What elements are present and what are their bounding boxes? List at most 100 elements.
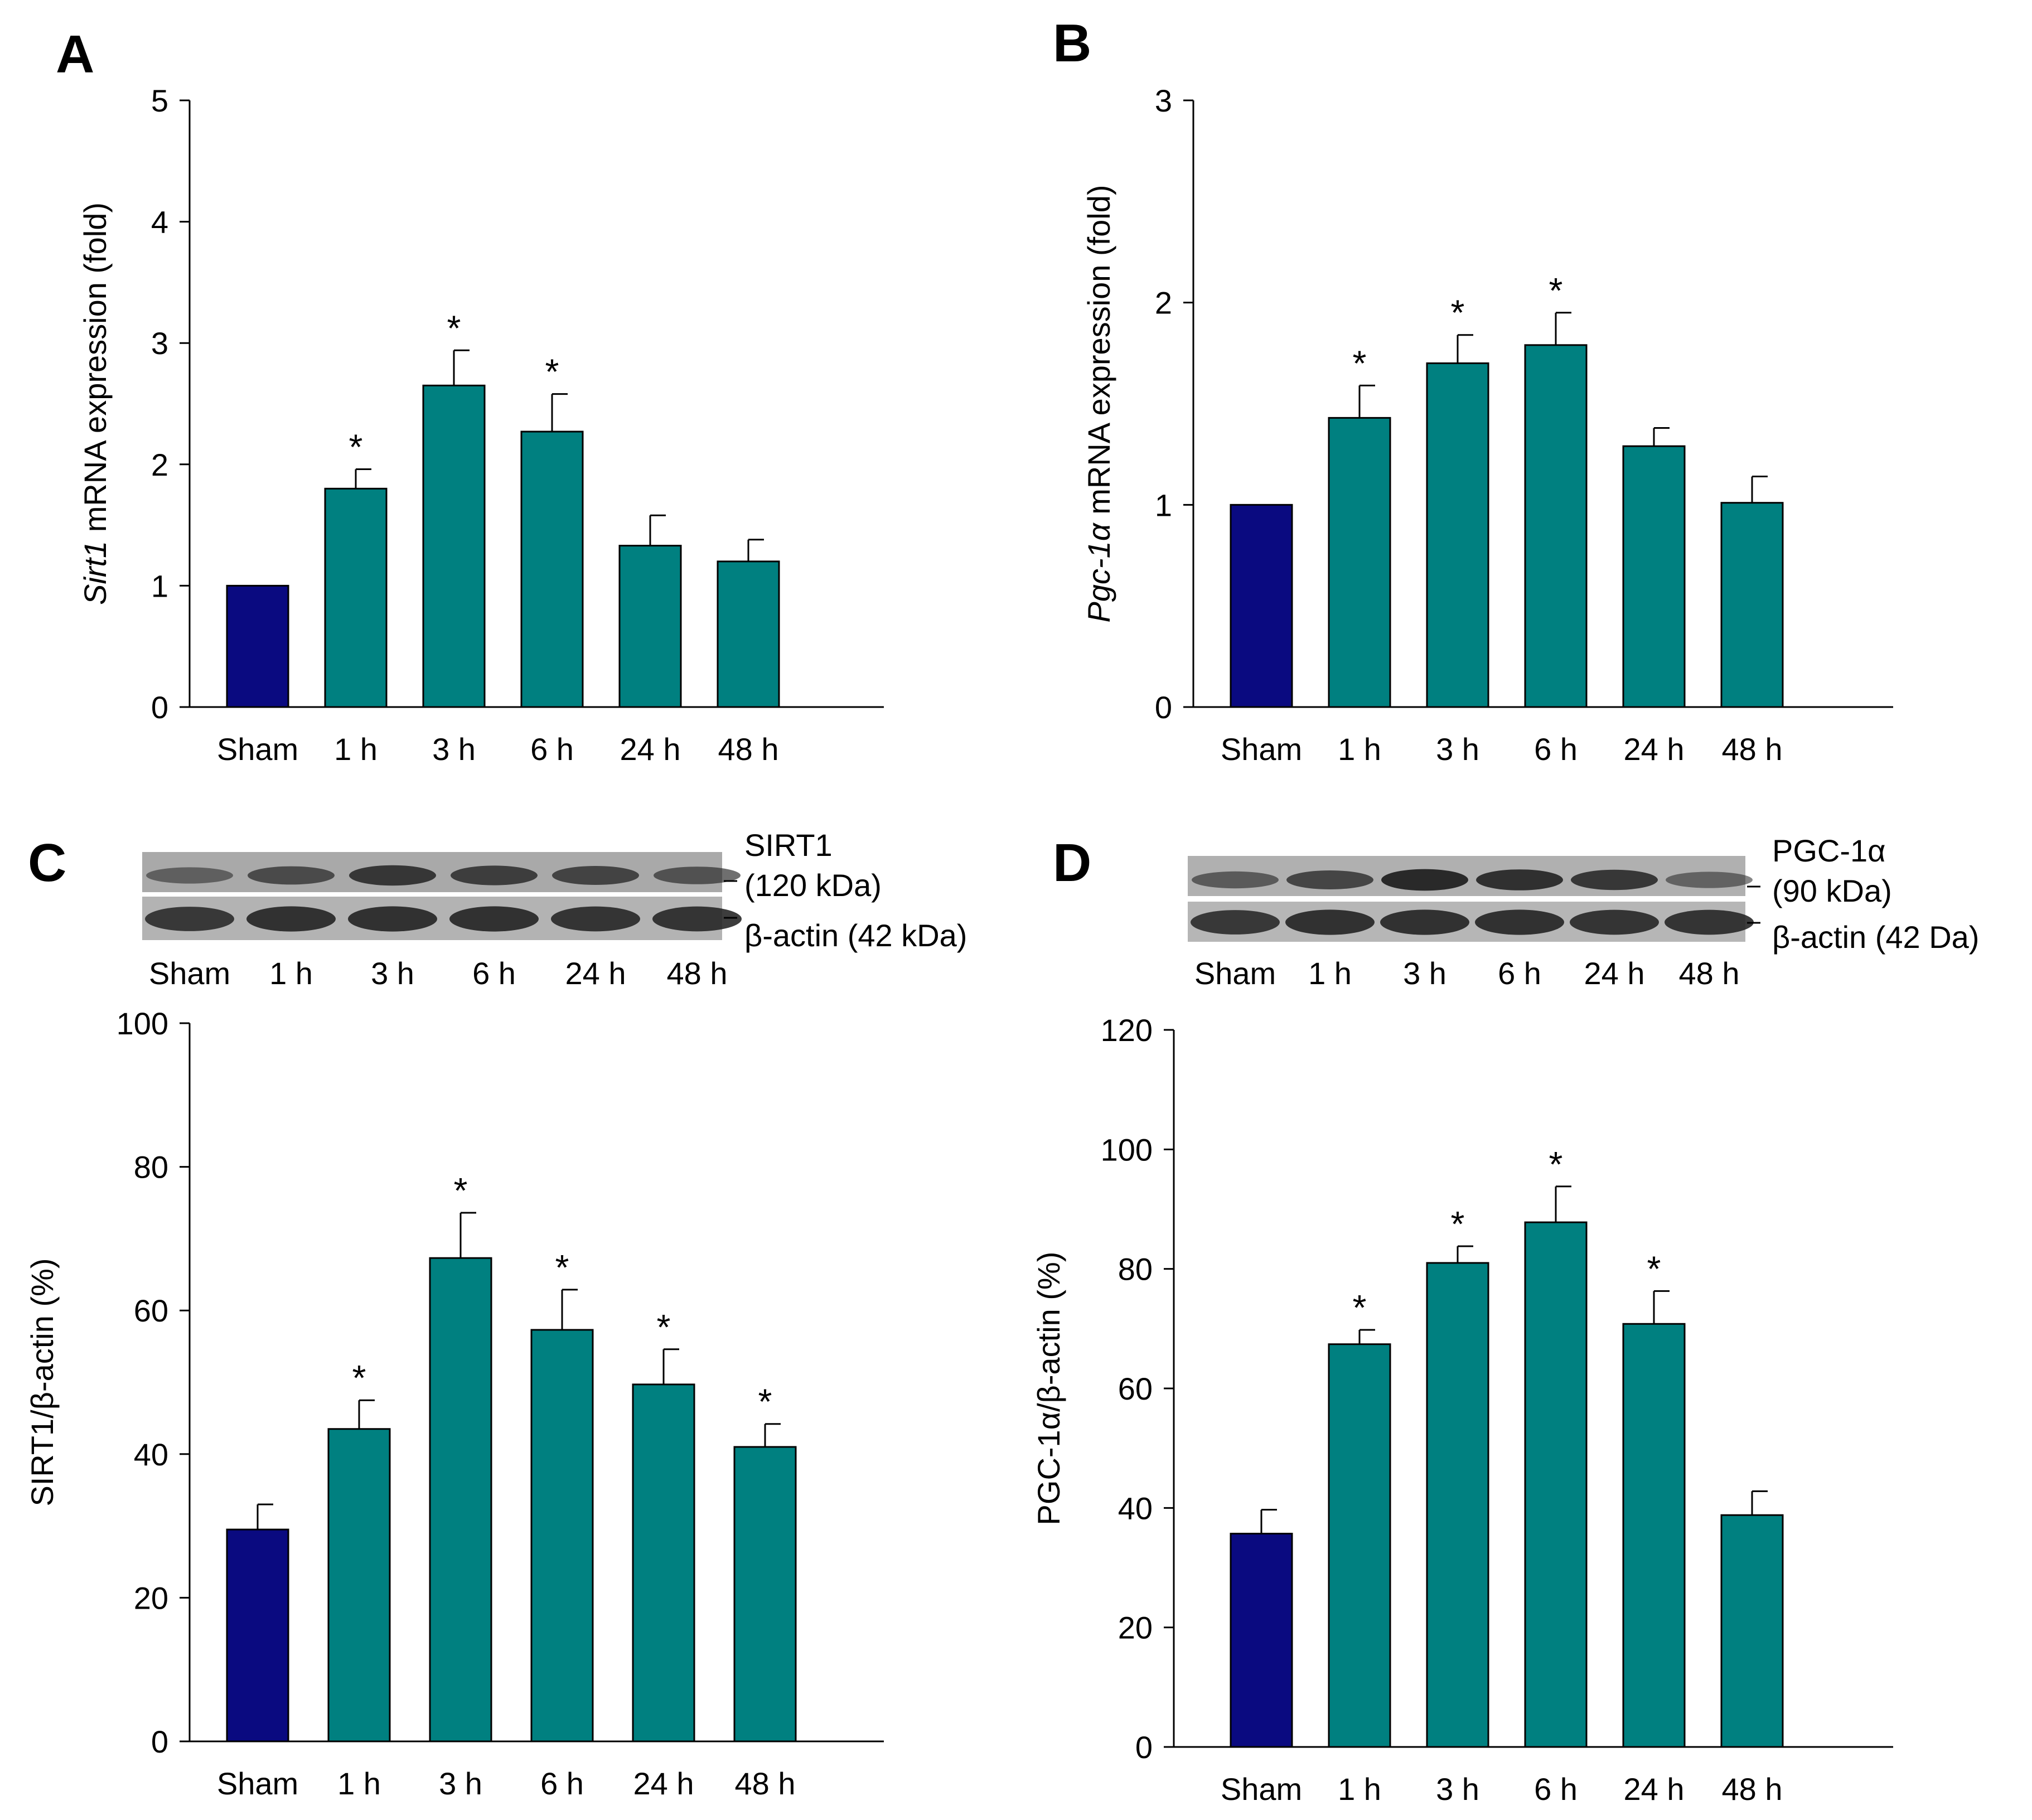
- significance-marker: *: [1451, 293, 1465, 333]
- y-tick-label: 120: [1101, 1013, 1153, 1048]
- panel-label-a: A: [56, 25, 94, 84]
- y-tick-label: 20: [134, 1580, 168, 1615]
- y-axis-title: Pgc-1α mRNA expression (fold): [1081, 185, 1116, 622]
- x-tick-label: 6 h: [530, 732, 574, 767]
- blot-target-label: PGC-1α: [1772, 833, 1886, 868]
- blot-control-label: β-actin (42 Da): [1772, 919, 1979, 955]
- blot-band-target: [1286, 870, 1373, 889]
- x-tick-label: 48 h: [718, 732, 779, 767]
- significance-marker: *: [1353, 1287, 1367, 1328]
- significance-marker: *: [545, 352, 559, 392]
- x-tick-label: 1 h: [1338, 1771, 1381, 1807]
- blot-band-target: [1192, 871, 1279, 889]
- x-tick-label: 6 h: [1534, 1771, 1578, 1807]
- western-blot-sirt1: SIRT1 (120 kDa) β-actin (42 kDa) Sham 1 h…: [142, 827, 967, 991]
- blot-band-actin: [1380, 909, 1469, 935]
- bar: [1230, 504, 1293, 708]
- y-tick-label: 80: [134, 1150, 168, 1185]
- x-tick-label: 48 h: [1722, 1771, 1783, 1807]
- chart-c-sirt1-protein: 0 20 40 60 80 100 SIRT1/β-actin (%) Sham * 1 h * 3 …: [25, 1006, 884, 1801]
- chart-d-pgc1a-protein: 0 20 40 60 80 100 120 PGC-1α/β-actin (%) Sham * 1 …: [1031, 1013, 1893, 1807]
- bar: [1622, 445, 1686, 708]
- blot-band-actin: [246, 906, 336, 932]
- bar: [733, 1446, 797, 1742]
- x-tick-label: 48 h: [1722, 732, 1783, 767]
- blot-band-actin: [1285, 909, 1375, 935]
- y-tick-label: 0: [1135, 1730, 1153, 1765]
- bar: [1622, 1323, 1686, 1748]
- chart-b-pgc1a-mrna: 0 1 2 3 Pgc-1α mRNA expression (fold) Sham * 1 …: [1081, 83, 1893, 767]
- significance-marker: *: [657, 1307, 671, 1347]
- bar: [422, 384, 486, 708]
- blot-band-target: [1571, 869, 1658, 890]
- bar: [1720, 1514, 1784, 1748]
- blot-lane-label: Sham: [1194, 956, 1276, 991]
- blot-band-target: [349, 865, 436, 886]
- y-tick-label: 2: [1155, 285, 1172, 321]
- y-axis-title-text: mRNA expression (fold): [1081, 185, 1116, 523]
- blot-lane-labels: Sham 1 h 3 h 6 h 24 h 48 h: [1194, 956, 1740, 991]
- y-axis-title: SIRT1/β-actin (%): [25, 1258, 60, 1506]
- significance-marker: *: [1647, 1248, 1661, 1289]
- x-tick-label: 3 h: [432, 732, 476, 767]
- y-axis-title-text: SIRT1/β-actin (%): [25, 1258, 60, 1506]
- blot-band-actin: [551, 906, 640, 932]
- bar: [717, 560, 780, 708]
- bar: [1524, 344, 1588, 708]
- y-tick-label: 3: [1155, 83, 1172, 118]
- x-tick-label: 3 h: [1436, 732, 1479, 767]
- y-axis-title: Sirt1 mRNA expression (fold): [78, 202, 113, 605]
- y-tick-label: 60: [134, 1293, 168, 1328]
- x-tick-label: 24 h: [633, 1766, 694, 1801]
- x-tick-label: 6 h: [540, 1766, 584, 1801]
- blot-bands: [145, 865, 742, 932]
- significance-marker: *: [454, 1170, 468, 1211]
- blot-band-target: [146, 867, 233, 884]
- x-tick-label: Sham: [217, 1766, 298, 1801]
- y-tick-label: 2: [151, 447, 168, 482]
- bar: [1426, 362, 1489, 708]
- blot-lane-label: Sham: [149, 956, 230, 991]
- blot-band-actin: [1570, 909, 1659, 935]
- chart-a-sirt1-mrna: 0 1 2 3 4 5 Sirt1 mRNA expression (fold) Sham * 1…: [78, 83, 884, 767]
- bar: [1328, 1343, 1391, 1748]
- significance-marker: *: [447, 308, 461, 348]
- blot-band-actin: [652, 906, 742, 932]
- significance-marker: *: [1549, 1144, 1563, 1184]
- blot-control-label: β-actin (42 kDa): [744, 918, 967, 953]
- blot-band-actin: [145, 907, 234, 931]
- bar: [632, 1383, 695, 1742]
- blot-lane-label: 48 h: [1679, 956, 1740, 991]
- bar: [226, 584, 289, 708]
- blot-lane-label: 6 h: [1498, 956, 1541, 991]
- blot-band-actin: [1475, 909, 1564, 935]
- x-tick-label: 1 h: [334, 732, 378, 767]
- blot-target-size: (90 kDa): [1772, 873, 1892, 908]
- blot-lane-label: 48 h: [667, 956, 728, 991]
- bar: [1230, 1532, 1293, 1748]
- significance-marker: *: [349, 427, 363, 467]
- blot-band-target: [451, 865, 538, 885]
- x-tick-label: Sham: [1221, 732, 1302, 767]
- blot-target-label: SIRT1: [744, 827, 833, 863]
- y-tick-label: 3: [151, 326, 168, 361]
- y-tick-label: 60: [1118, 1371, 1153, 1406]
- blot-lane-labels: Sham 1 h 3 h 6 h 24 h 48 h: [149, 956, 728, 991]
- blot-band-target: [552, 866, 639, 885]
- x-tick-label: 24 h: [620, 732, 681, 767]
- blot-lane-label: 3 h: [1403, 956, 1446, 991]
- panel-label-b: B: [1053, 13, 1091, 73]
- y-tick-label: 80: [1118, 1252, 1153, 1287]
- blot-band-target: [654, 867, 741, 884]
- blot-band-actin: [1191, 910, 1280, 935]
- bar: [226, 1528, 289, 1742]
- y-tick-label: 5: [151, 83, 168, 118]
- blot-band-target: [248, 866, 335, 885]
- western-blot-pgc1a: PGC-1α (90 kDa) β-actin (42 Da) Sham 1 h 3…: [1188, 833, 1979, 991]
- bar: [1426, 1262, 1489, 1748]
- y-axis-title-gene: Sirt1: [78, 541, 113, 605]
- y-tick-label: 100: [1101, 1132, 1153, 1167]
- blot-target-size: (120 kDa): [744, 868, 882, 903]
- y-axis-title-text: PGC-1α/β-actin (%): [1031, 1252, 1066, 1526]
- blot-band-target: [1476, 869, 1563, 890]
